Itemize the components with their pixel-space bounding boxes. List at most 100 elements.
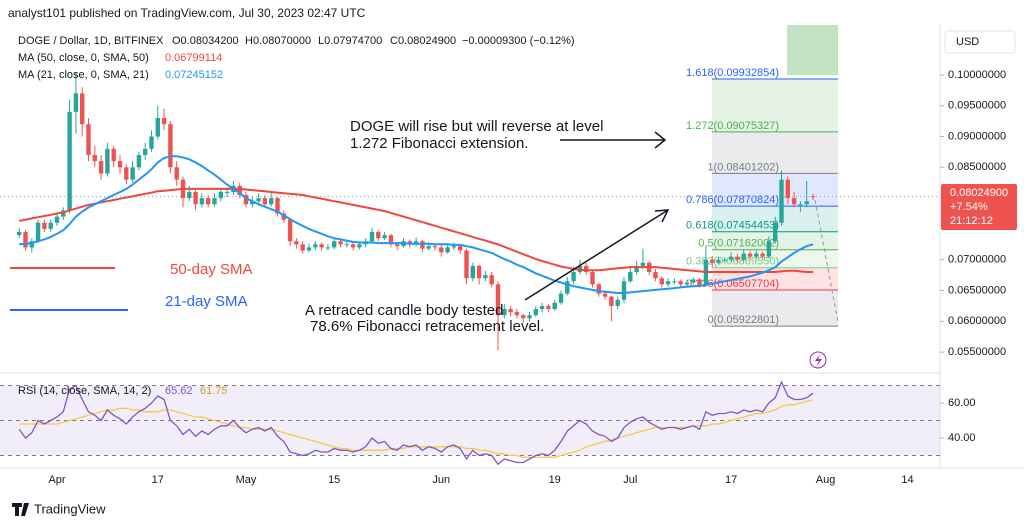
candle-body [602, 293, 608, 297]
candle-body [439, 247, 444, 253]
candle-body [508, 309, 513, 313]
candle-body [256, 198, 261, 202]
candle-body [584, 265, 589, 273]
candle-body [621, 281, 627, 300]
x-tick-label: Jul [623, 474, 637, 486]
logo [12, 503, 29, 516]
candle-body [269, 198, 274, 205]
rsi-value: 65.62 [165, 385, 193, 397]
ma50-name: MA (50, close, 0, SMA, 50) [18, 52, 149, 64]
candle-body [382, 235, 387, 239]
candle-body [552, 302, 557, 310]
candle-body [149, 136, 154, 149]
marks: 1.618(0.09932854) 1.272(0.09075327) 1(0.08… [0, 67, 944, 466]
candle-body [376, 232, 381, 239]
candle-body [785, 179, 790, 199]
candle-body [86, 124, 91, 155]
candle-body [596, 284, 601, 294]
candle-body [615, 299, 620, 306]
candle-body [357, 244, 362, 248]
candle-body [760, 253, 765, 257]
candle-body [294, 241, 299, 245]
candle-body [67, 111, 72, 211]
footer: TradingView [34, 501, 106, 516]
candle-body [445, 247, 450, 253]
retrace-note: 78.6% Fibonacci retracement level. [310, 318, 544, 335]
fib-label: 0.382(0.06869550) [686, 256, 779, 268]
header: analyst101 published on TradingView.com,… [8, 6, 366, 20]
candle-body [804, 201, 809, 205]
candle-body [735, 256, 740, 260]
candle-body [224, 191, 230, 193]
candle-body [306, 247, 312, 251]
candle-body [250, 201, 255, 205]
candle-body [426, 246, 431, 249]
fib-extension-zone [787, 25, 838, 75]
candle-body [779, 179, 784, 223]
candle-body [117, 161, 123, 168]
candle-body [754, 253, 759, 257]
candle-body [237, 185, 242, 196]
fib-label: 0(0.05922801) [707, 314, 779, 326]
ma-line [19, 187, 813, 273]
candle-body [722, 259, 727, 261]
candle-body [388, 235, 394, 245]
currency-button[interactable] [944, 30, 1016, 54]
candle-body [287, 219, 293, 242]
ma21-name: MA (21, close, 0, SMA, 21) [18, 69, 149, 81]
candle-body [609, 296, 614, 306]
candle-body [35, 222, 41, 242]
candle-body [665, 281, 671, 285]
candle-body [773, 222, 778, 242]
sma21-note: 21-day SMA [165, 293, 248, 310]
candle-body [590, 272, 595, 285]
price-tag-countdown: 21:12:12 [950, 215, 993, 227]
x-tick-label: 17 [725, 474, 737, 486]
candle-body [130, 167, 135, 180]
rsi-ma-line [19, 399, 814, 458]
legend-open: O0.08034200 [172, 35, 239, 47]
candle-body [193, 191, 198, 205]
candle-body [527, 315, 532, 319]
candle-body [338, 241, 343, 245]
y-tick-label: 0.06000000 [948, 315, 1006, 327]
x-tick-label: 19 [549, 474, 561, 486]
x-tick-label: 14 [901, 474, 913, 486]
candle-body [275, 198, 280, 214]
candle-body [571, 272, 576, 282]
candle-body [300, 244, 305, 251]
rsi-name: RSI (14, close, SMA, 14, 2) [18, 385, 151, 397]
x-tick-label: 15 [328, 474, 340, 486]
candle-body [514, 312, 520, 316]
candle-body [798, 204, 803, 206]
candle-body [653, 272, 658, 279]
candle-body [105, 148, 110, 174]
candle-body [470, 265, 475, 279]
candle-body [48, 222, 53, 229]
candle-body [92, 154, 97, 162]
candle-body [766, 241, 772, 257]
candle-body [628, 272, 633, 282]
x-tick-label: Apr [48, 474, 65, 486]
candle-body [672, 281, 677, 283]
price-tag-value: 0.08024900 [950, 187, 1008, 199]
arrow [524, 209, 670, 301]
candle-body [98, 161, 104, 174]
event-icon-bolt [815, 354, 822, 367]
candle-body [206, 198, 211, 205]
legend-symbol: DOGE / Dollar, 1D, BITFINEX [18, 35, 164, 47]
candle-body [212, 198, 217, 205]
candle-body [54, 216, 60, 223]
candle-body [659, 278, 664, 285]
currency[interactable]: USD [956, 36, 979, 48]
candle-body [350, 244, 356, 248]
legend-low: L0.07974700 [318, 35, 382, 47]
price-tag-change: +7.54% [950, 201, 988, 213]
candle-body [73, 93, 79, 112]
ma50-value: 0.06799114 [165, 52, 222, 64]
ma21-value: 0.07245152 [165, 69, 223, 81]
candle-body [539, 305, 545, 310]
y-tick-label: 0.08500000 [948, 161, 1006, 173]
